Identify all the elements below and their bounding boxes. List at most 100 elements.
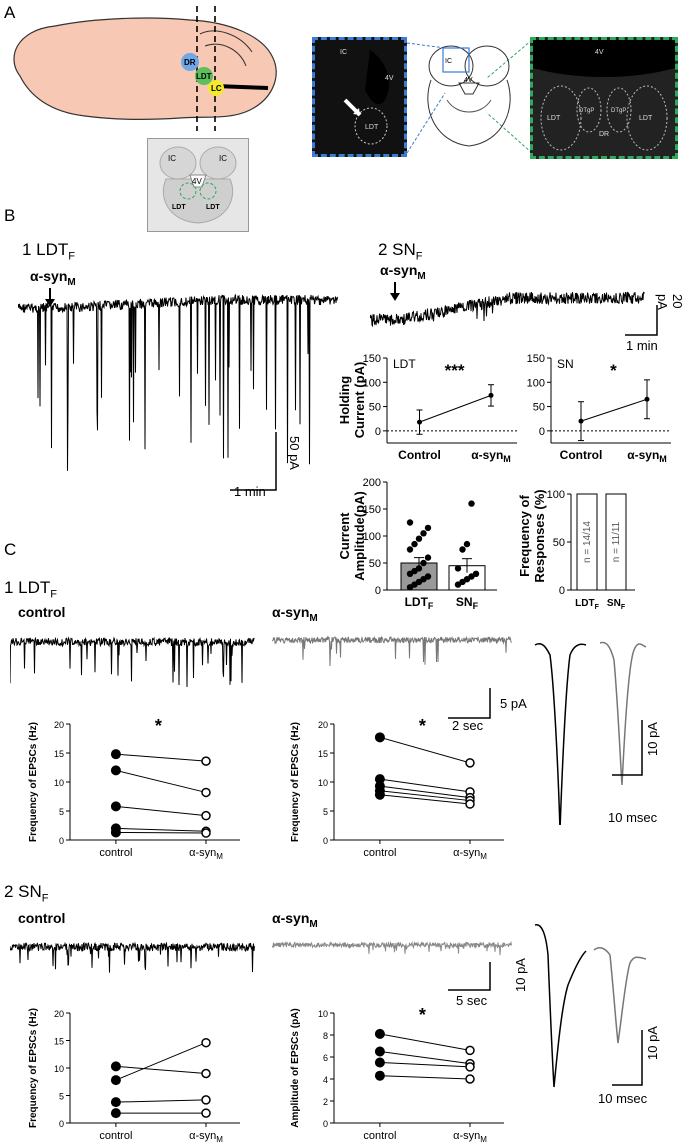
y-tick-label: 4 [323, 1075, 328, 1085]
control-point [374, 1057, 385, 1068]
mean-line [419, 394, 492, 423]
atlas-ic: IC [445, 58, 452, 65]
drug-point [201, 828, 211, 838]
wave-control [534, 643, 587, 825]
wave1-scale-x: 10 msec [608, 810, 658, 825]
control-point [374, 774, 385, 785]
brain-outline [13, 17, 277, 120]
significance-mark: * [419, 716, 426, 736]
trace-line [10, 636, 255, 688]
brain-sagittal-diagram: DR LDT LC [13, 6, 277, 131]
series-line [379, 1051, 471, 1065]
trace1-scale-bar [230, 432, 277, 491]
y-axis-label: Amplitude(pA) [352, 491, 367, 581]
data-point [406, 519, 414, 526]
y-tick-label: 100 [363, 531, 381, 543]
trace2-scale-bar [625, 305, 658, 336]
trace2-title: 2 SNF [378, 240, 423, 263]
y-axis-label: Responses (%) [532, 489, 547, 582]
control-point [374, 1070, 385, 1081]
series-line [115, 1065, 207, 1074]
drug-point [465, 1045, 475, 1056]
c-row1-drug-label: α-synM [272, 604, 318, 624]
y-tick-label: 15 [54, 749, 64, 759]
y-tick-label: 6 [323, 1053, 328, 1063]
micro-right-ldt-left: LDT [547, 115, 561, 122]
x-tick-label: Control [398, 448, 441, 462]
control-point [374, 732, 385, 743]
significance-mark: * [610, 361, 617, 380]
drug-point [201, 787, 211, 798]
wave-scale [612, 720, 643, 776]
y-tick-label: 5 [323, 807, 328, 817]
control-point [110, 765, 121, 776]
brain-slice-photo: IC IC 4V LDT LDT [147, 138, 249, 232]
y-tick-label: 200 [363, 477, 381, 489]
data-point [454, 565, 462, 572]
micro-left-ic: IC [340, 49, 347, 56]
x-tick-label: α-synM [453, 847, 487, 861]
series-line [379, 736, 471, 764]
y-tick-label: 10 [318, 1009, 328, 1019]
y-axis-label: Frequency of EPSCs (Hz) [28, 722, 39, 842]
control-point [110, 827, 121, 838]
series-line [379, 1033, 471, 1051]
panel-a-label: A [4, 3, 16, 22]
trace2-arrow [390, 282, 400, 301]
sn-holding-trace [370, 291, 645, 328]
drug-point [201, 1068, 211, 1079]
slice-ic-left: IC [168, 154, 176, 163]
trace1-scale-y: 50 pA [287, 436, 302, 470]
series-line [379, 1062, 471, 1068]
control-point [110, 1061, 121, 1072]
bar-label: n = 14/14 [582, 521, 593, 563]
data-point [420, 530, 427, 537]
series-line [115, 769, 207, 793]
lc-marker [208, 80, 224, 96]
c-row2-drug-label: α-synM [272, 910, 318, 930]
trace2-scale-x: 1 min [626, 338, 658, 353]
y-tick-label: 0 [323, 1119, 328, 1129]
y-tick-label: 0 [59, 1119, 64, 1129]
y-tick-label: 5 [59, 807, 64, 817]
trace-line [18, 293, 338, 471]
series-line [115, 1042, 207, 1081]
control-point [374, 1028, 385, 1039]
drug-point [465, 1074, 475, 1084]
micro-left-ldt: LDT [365, 124, 379, 131]
bar [576, 493, 598, 591]
data-point [472, 570, 480, 577]
series-line [115, 753, 207, 762]
chart-title: LDT [393, 357, 416, 371]
brainstem-atlas-diagram: IC 4V [407, 39, 532, 154]
micro-right-ldt-right: LDT [639, 115, 653, 122]
drug-point [465, 799, 475, 809]
y-tick-label: 0 [559, 585, 565, 597]
data-point [406, 546, 414, 553]
control-point [110, 801, 121, 812]
control-point [110, 1108, 121, 1119]
c-row2-average-waveform [534, 924, 647, 1088]
drug-point [201, 756, 211, 766]
micro-right-4v: 4V [595, 49, 604, 56]
y-axis-label: Holding [337, 376, 352, 424]
x-tick-label: SNF [607, 598, 626, 610]
drug-point [201, 1037, 211, 1048]
lc-text: LC [211, 84, 222, 93]
y-axis-label: Frequency of EPSCs (Hz) [290, 722, 301, 842]
data-point [459, 546, 466, 553]
data-point [468, 500, 475, 507]
mean-point [488, 392, 494, 398]
c-row1-control-label: control [18, 604, 66, 620]
significance-mark: * [419, 1005, 426, 1025]
significance-mark: * [155, 716, 162, 736]
c-row2-control-label: control [18, 910, 66, 926]
chart-title: SN [557, 357, 574, 371]
micrograph-left: IC 4V LDT [312, 37, 407, 157]
y-tick-label: 8 [323, 1031, 328, 1041]
x-tick-label: α-synM [189, 1130, 223, 1144]
panel-c-label: C [4, 540, 17, 559]
c-row2-title: 2 SNF [4, 882, 49, 905]
x-tick-label: α-synM [627, 448, 667, 464]
y-tick-label: 0 [323, 836, 328, 846]
